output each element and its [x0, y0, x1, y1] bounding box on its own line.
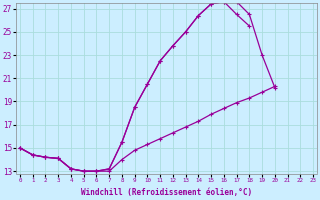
X-axis label: Windchill (Refroidissement éolien,°C): Windchill (Refroidissement éolien,°C) — [81, 188, 252, 197]
